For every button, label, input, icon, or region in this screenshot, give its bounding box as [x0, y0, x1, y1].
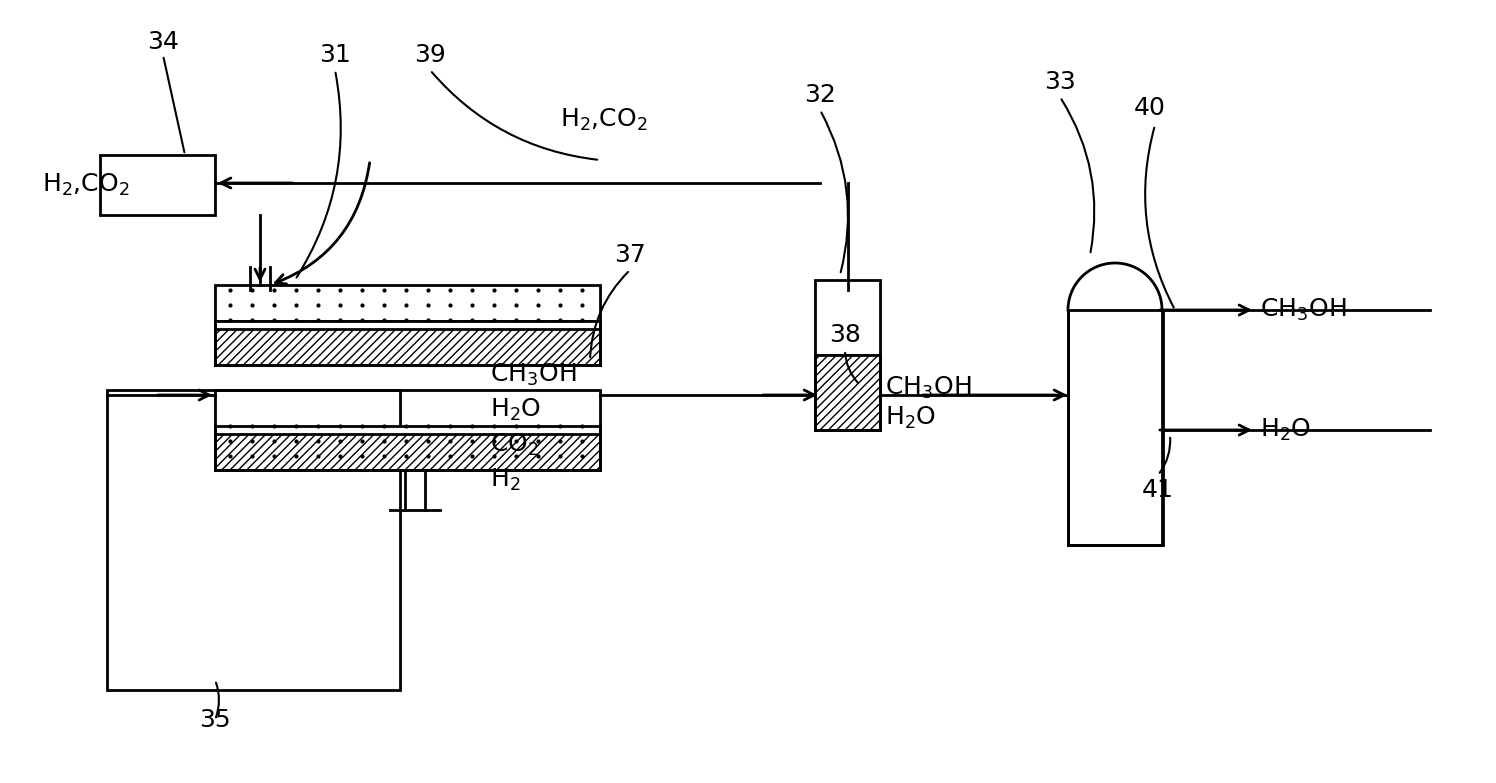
- Text: 40: 40: [1134, 96, 1165, 120]
- Bar: [215, 426, 600, 470]
- Bar: [1068, 310, 1162, 545]
- Text: 39: 39: [414, 43, 446, 67]
- Text: 31: 31: [319, 43, 352, 67]
- Text: H$_2$: H$_2$: [491, 467, 521, 493]
- Bar: [815, 280, 880, 430]
- Bar: [100, 155, 215, 215]
- Bar: [215, 321, 600, 365]
- Bar: [815, 355, 880, 430]
- Bar: [215, 434, 600, 470]
- Text: H$_2$O: H$_2$O: [886, 405, 936, 431]
- Text: CH$_3$OH: CH$_3$OH: [886, 375, 971, 401]
- Text: CH$_3$OH: CH$_3$OH: [491, 362, 576, 388]
- Bar: [815, 355, 880, 430]
- Bar: [215, 390, 600, 470]
- Text: 32: 32: [803, 83, 836, 107]
- Text: H$_2$,CO$_2$: H$_2$,CO$_2$: [560, 107, 648, 133]
- Bar: [215, 321, 600, 365]
- Bar: [215, 285, 600, 365]
- Text: 41: 41: [1141, 478, 1174, 502]
- Text: H$_2$,CO$_2$: H$_2$,CO$_2$: [42, 172, 130, 198]
- Text: 35: 35: [199, 708, 230, 732]
- Text: 34: 34: [147, 30, 180, 54]
- Text: H$_2$O: H$_2$O: [1260, 417, 1310, 443]
- Text: CO$_2$: CO$_2$: [491, 432, 539, 458]
- Text: 38: 38: [829, 323, 860, 347]
- Bar: [108, 390, 399, 690]
- Text: 33: 33: [1044, 70, 1076, 94]
- Text: 37: 37: [615, 243, 646, 267]
- Text: CH$_3$OH: CH$_3$OH: [1260, 297, 1346, 323]
- Text: H$_2$O: H$_2$O: [491, 397, 542, 423]
- Bar: [215, 329, 600, 365]
